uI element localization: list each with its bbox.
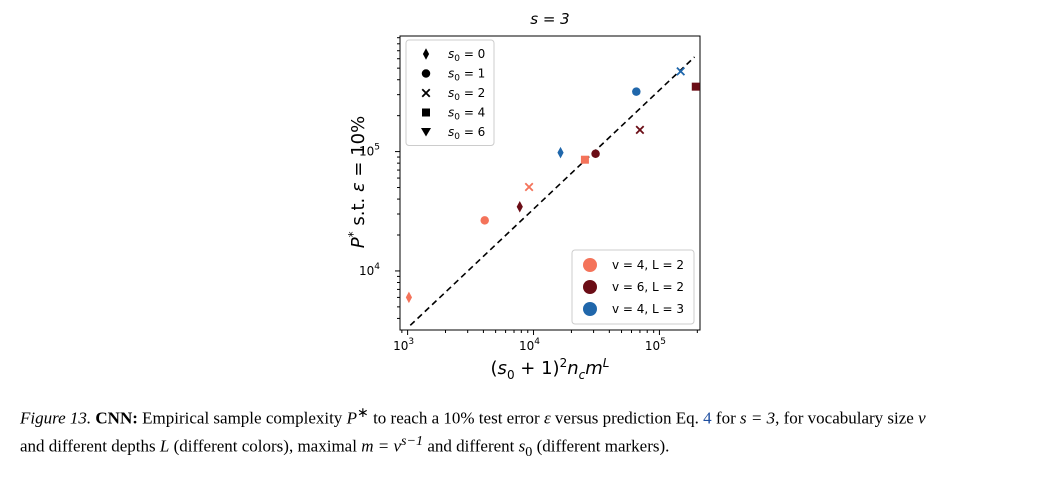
plot-frame [399, 35, 701, 331]
data-point [516, 201, 523, 213]
y-tick-label: 104 [359, 262, 380, 278]
caption-symbol-s: s = 3 [739, 408, 776, 428]
caption-symbol-m: m = v [361, 436, 401, 456]
caption-text: versus prediction Eq. [550, 408, 704, 428]
figure-caption: Figure 13. CNN: Empirical sample complex… [20, 405, 926, 460]
legend-label: s0 = 4 [448, 106, 485, 123]
caption-figure-label: Figure 13. [20, 408, 92, 428]
caption-symbol-m-exp: s−1 [401, 432, 424, 449]
x-tick-label: 104 [519, 337, 540, 353]
data-points [405, 66, 700, 304]
legend-series-label: v = 4, L = 2 [612, 258, 684, 272]
x-axis-label: (s0 + 1)2ncmL [491, 356, 610, 382]
caption-text: , for vocabulary size [775, 408, 919, 428]
data-point [632, 87, 641, 96]
caption-symbol-v: v [918, 408, 926, 428]
data-point [635, 125, 645, 135]
legend-series-label: v = 4, L = 3 [612, 302, 684, 316]
legend-label: s0 = 2 [448, 86, 485, 103]
data-point [480, 216, 489, 225]
caption-symbol-s0: s [518, 436, 526, 456]
caption-text: for [711, 408, 740, 428]
data-point [557, 146, 564, 159]
legend-color-swatch [583, 302, 597, 316]
y-axis-label: P* s.t. ε = 10% [346, 116, 369, 248]
x-tick-label: 103 [393, 337, 414, 353]
caption-text: to reach a 10% test error [368, 408, 544, 428]
legend-series-label: v = 6, L = 2 [612, 280, 684, 294]
x-tick-label: 105 [645, 337, 666, 353]
data-point [524, 182, 534, 192]
caption-text: and different depths [20, 436, 160, 456]
reference-line-layer [409, 56, 696, 326]
marker-legend-box [405, 39, 495, 146]
data-point [691, 82, 700, 91]
caption-symbol-L: L [159, 436, 170, 456]
caption-text: Empirical sample complexity [137, 408, 347, 428]
legend-marker-triangle-down [421, 128, 431, 137]
legend-color-swatch [583, 258, 597, 272]
svg-text:P* s.t. ε = 10%: P* s.t. ε = 10% [346, 116, 369, 248]
legend-label: s0 = 0 [448, 47, 485, 64]
color-legend-box [571, 249, 695, 325]
data-point [580, 155, 589, 164]
data-point [591, 149, 600, 158]
caption-text: and different [423, 436, 519, 456]
caption-text: (different colors), maximal [169, 436, 362, 456]
caption-symbol-eps: ε [543, 408, 551, 428]
caption-bold-lead: CNN: [95, 408, 138, 428]
chart-title: s = 3 [530, 10, 569, 28]
data-point [405, 291, 413, 304]
color-legend: v = 4, L = 2 v = 6, L = 2 v = 4, L = 3 [571, 249, 695, 325]
caption-text: (different markers). [532, 436, 670, 456]
legend-marker-diamond [422, 48, 430, 60]
caption-symbol-s0-sub: 0 [525, 443, 533, 460]
legend-marker-square [422, 108, 430, 117]
legend-color-swatch [583, 280, 597, 294]
caption-eq-ref[interactable]: 4 [703, 408, 712, 428]
legend-marker-circle [421, 69, 431, 78]
marker-legend: s0 = 0 s0 = 1 s0 = 2 s0 = 4 s0 = 6 [405, 39, 495, 146]
plot-area [399, 35, 701, 331]
caption-symbol-P: P [346, 408, 357, 428]
data-point [676, 66, 686, 76]
reference-line [409, 56, 696, 326]
legend-marker-x [421, 88, 431, 98]
legend-label: s0 = 1 [448, 67, 485, 84]
legend-label: s0 = 6 [448, 125, 485, 142]
